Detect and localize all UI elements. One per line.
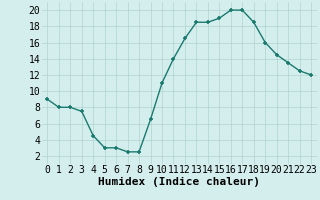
X-axis label: Humidex (Indice chaleur): Humidex (Indice chaleur)	[98, 177, 260, 187]
